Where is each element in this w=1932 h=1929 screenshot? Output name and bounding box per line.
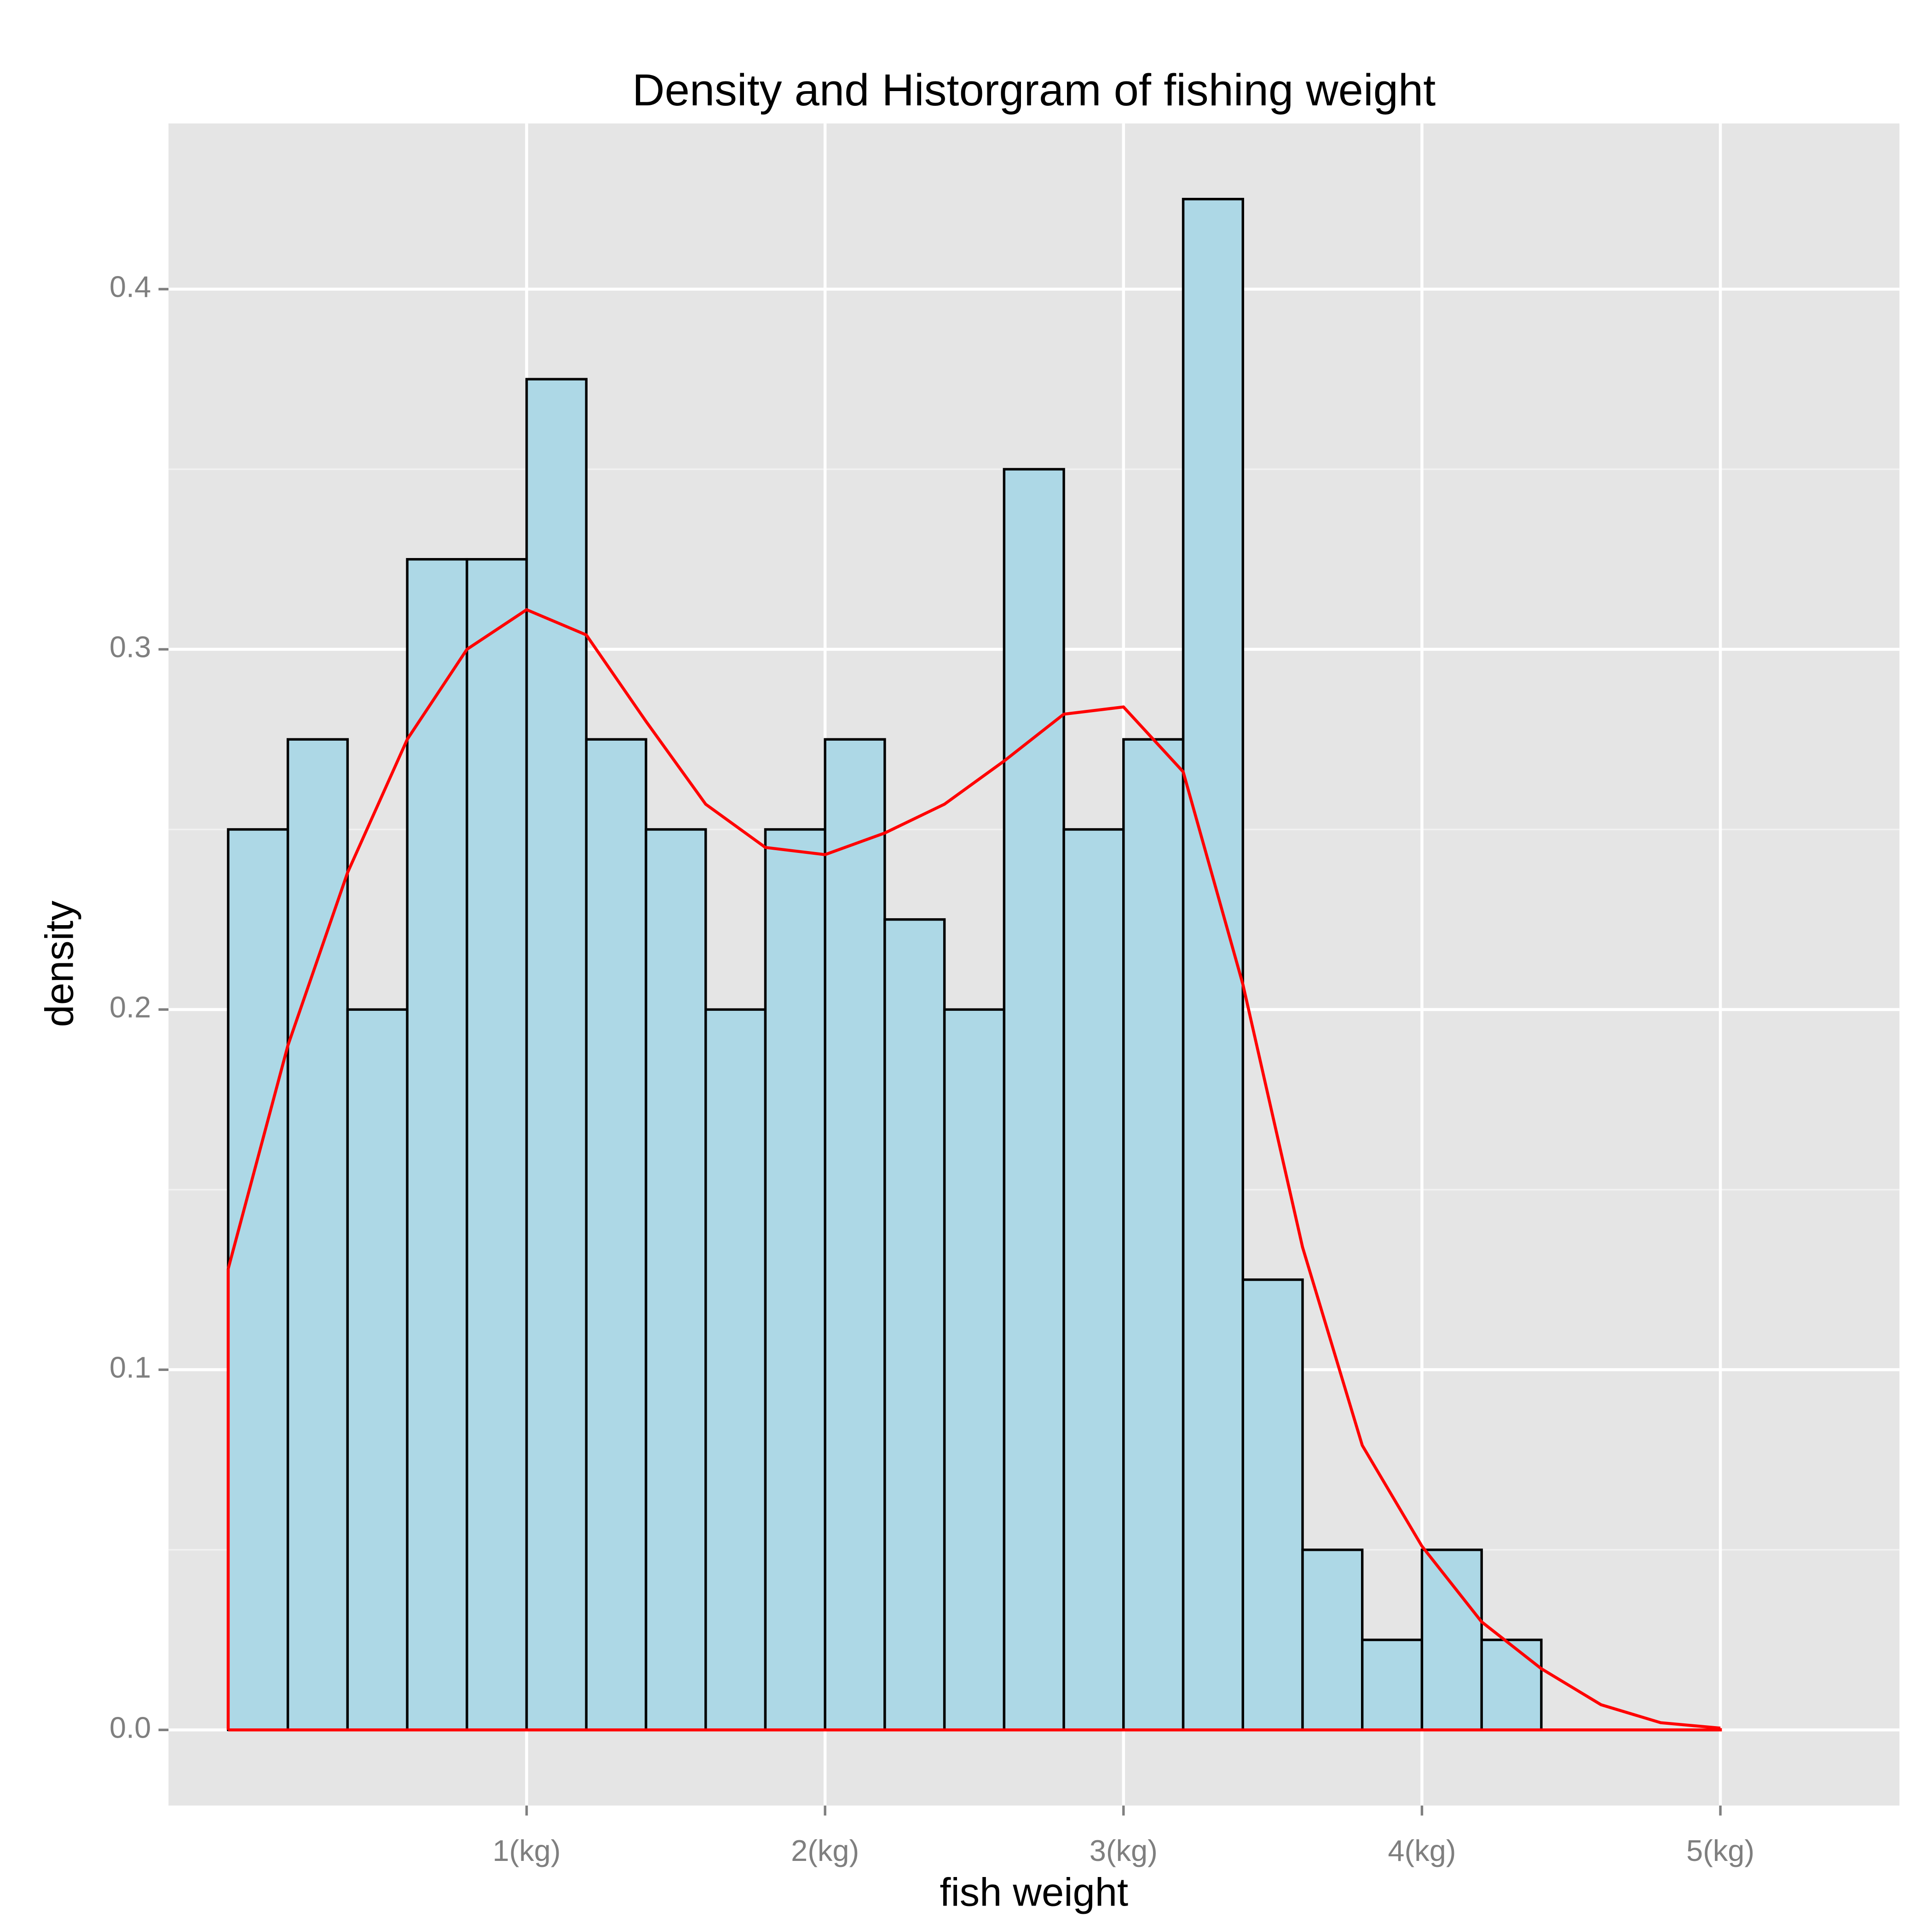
bar — [525, 378, 588, 1731]
x-tick-label: 3(kg) — [1090, 1834, 1158, 1867]
x-tick-label: 4(kg) — [1388, 1834, 1456, 1867]
bar — [764, 828, 826, 1731]
y-tick-label: 0.2 — [110, 990, 151, 1024]
bar — [1003, 468, 1065, 1731]
bar — [286, 738, 349, 1731]
x-tick-label: 5(kg) — [1686, 1834, 1754, 1867]
bar — [1241, 1278, 1304, 1731]
bar — [466, 558, 528, 1731]
density-outline — [226, 1269, 1722, 1732]
bar — [1420, 1549, 1483, 1731]
density-curve — [226, 608, 1721, 1730]
bar — [943, 1008, 1006, 1731]
bar — [645, 828, 707, 1731]
bar — [406, 558, 468, 1731]
bar — [1301, 1549, 1364, 1731]
x-tick-label: 1(kg) — [492, 1834, 560, 1867]
x-axis-label: fish weight — [940, 1870, 1128, 1915]
bar — [824, 738, 886, 1731]
bar — [704, 1008, 767, 1731]
bar — [585, 738, 647, 1731]
y-tick-label: 0.1 — [110, 1350, 151, 1384]
bar — [883, 918, 946, 1731]
y-tick-label: 0.3 — [110, 630, 151, 664]
bar — [1361, 1638, 1424, 1731]
x-tick-label: 2(kg) — [791, 1834, 859, 1867]
bar — [1182, 198, 1244, 1731]
y-tick-label: 0.4 — [110, 270, 151, 304]
bar — [227, 828, 289, 1731]
bar — [1480, 1638, 1543, 1731]
bar — [346, 1008, 409, 1731]
y-axis-label: density — [37, 900, 82, 1027]
y-tick-label: 0.0 — [110, 1710, 151, 1744]
bar — [1062, 828, 1125, 1731]
chart-title: Density and Historgram of fishing weight — [632, 65, 1436, 115]
bar — [1122, 738, 1185, 1731]
